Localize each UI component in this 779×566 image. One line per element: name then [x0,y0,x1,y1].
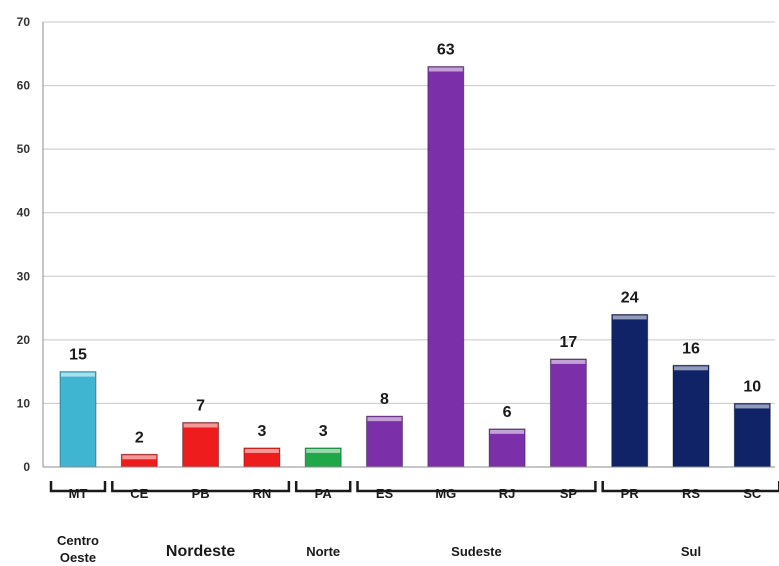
bar-highlight [428,67,463,72]
bars: 15 2 7 3 3 8 63 6 17 24 16 10 [59,42,771,468]
data-label: 7 [196,398,205,415]
x-tick-label: PB [192,486,210,501]
bar-sc [733,402,771,468]
data-label: 2 [135,429,144,446]
bar-mg [427,66,465,468]
region-label: Sudeste [451,544,502,559]
data-label: 15 [69,347,87,364]
region-groups: Centro Oeste Nordeste Norte Sudeste Sul [49,481,779,565]
y-tick-label: 70 [17,15,31,29]
bar-highlight [183,423,218,428]
data-label: 17 [560,334,578,351]
x-tick-label: RN [253,486,272,501]
bar-rs [672,364,710,468]
region-label: Centro [57,533,99,548]
y-axis: 0 10 20 30 40 50 60 70 [17,15,44,474]
region-bracket [601,481,779,493]
region-bracket [111,481,291,493]
data-label: 3 [319,423,328,440]
data-label: 3 [257,423,266,440]
x-tick-label: RJ [499,486,516,501]
bar-highlight [674,366,708,371]
bar-highlight [244,448,279,453]
region-label: Oeste [60,550,96,565]
bar-pr [611,313,649,468]
bar-highlight [122,455,157,460]
bar-mt [59,371,97,468]
data-label: 24 [621,289,639,306]
bar-sp [549,358,587,468]
x-axis: MT CE PB RN PA ES MG RJ SP PR RS SC [43,466,775,501]
x-tick-label: SC [743,486,762,501]
data-label: 8 [380,391,389,408]
region-bracket [356,481,597,493]
x-tick-label: CE [130,486,148,501]
bar-highlight [735,404,770,409]
y-tick-label: 30 [17,269,31,283]
bar-es [366,415,403,468]
data-label: 63 [437,42,455,59]
region-label: Norte [306,544,340,559]
y-tick-label: 60 [17,79,31,93]
region-label: Nordeste [166,543,235,560]
x-tick-label: MT [69,486,88,501]
y-tick-label: 40 [17,206,31,220]
bar-highlight [61,372,95,377]
x-tick-label: ES [376,486,394,501]
x-tick-label: RS [682,486,700,501]
data-label: 10 [743,378,761,395]
x-tick-label: PA [315,486,333,501]
region-bracket [49,481,107,493]
region-bracket [294,481,352,493]
x-tick-label: PR [621,486,640,501]
data-label: 6 [503,404,512,421]
y-tick-label: 50 [17,142,31,156]
bar-rj [488,428,526,468]
gridlines [43,21,775,404]
x-tick-label: MG [435,486,456,501]
y-tick-label: 20 [17,333,31,347]
y-tick-label: 0 [23,460,30,474]
bar-highlight [551,359,586,364]
bar-highlight [612,315,647,320]
bar-highlight [367,417,402,422]
region-label: Sul [681,544,701,559]
data-label: 16 [682,340,700,357]
y-tick-label: 10 [17,396,31,410]
bar-highlight [306,448,341,453]
bar-pb [182,422,220,468]
bar-highlight [490,429,525,434]
x-tick-label: SP [560,486,578,501]
